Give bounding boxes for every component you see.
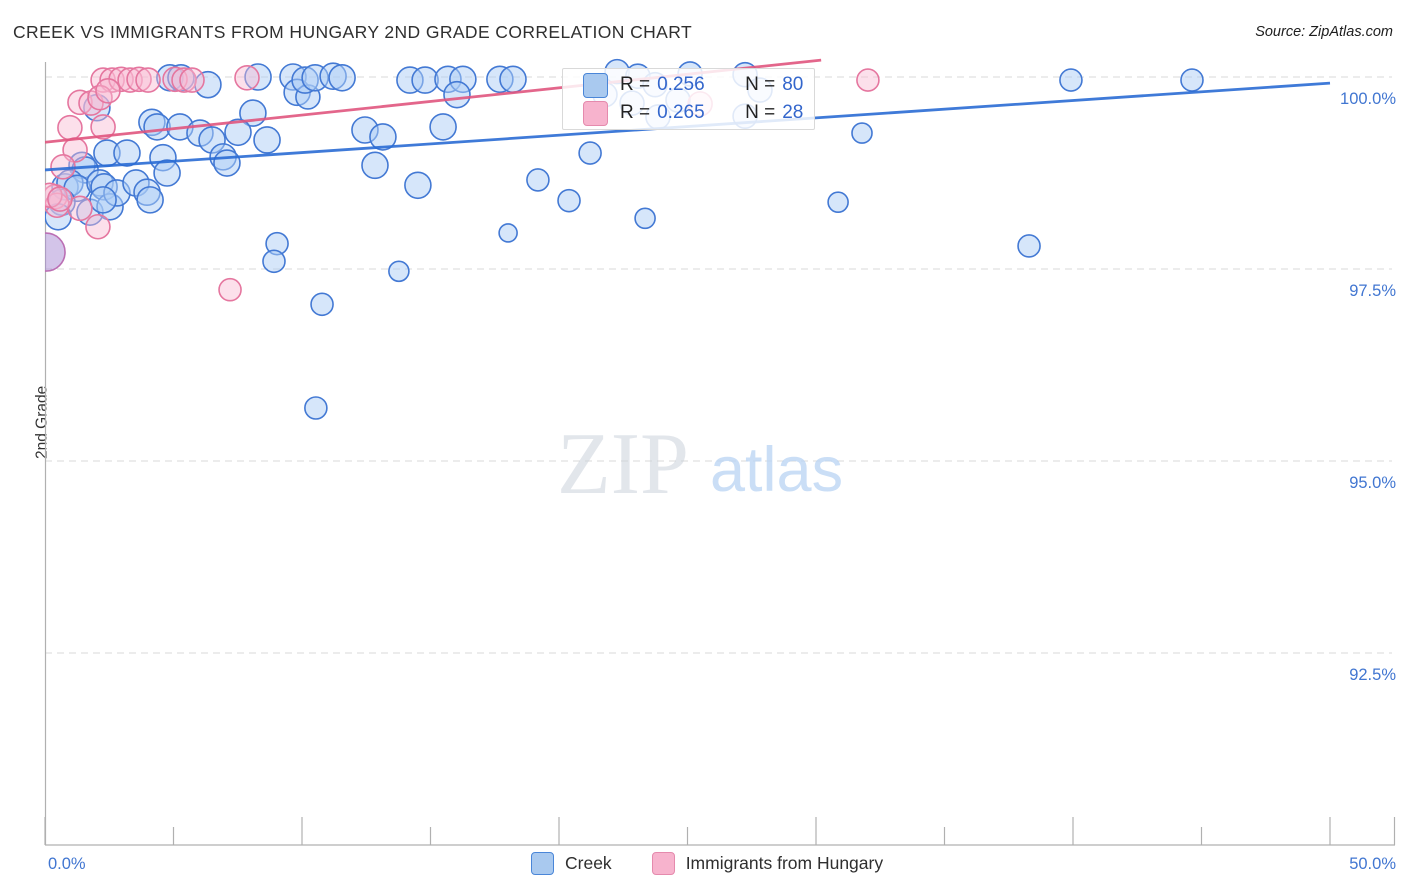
y-tick-label: 100.0% (1340, 90, 1396, 108)
watermark-zip: ZIP (557, 416, 689, 513)
series-legend: Creek Immigrants from Hungary (531, 852, 883, 875)
r-label: R = (620, 102, 651, 123)
data-point-creek[interactable] (153, 159, 181, 187)
data-point-creek[interactable] (328, 63, 356, 92)
data-point-creek[interactable] (224, 118, 252, 147)
data-point-creek[interactable] (244, 63, 272, 91)
data-point-creek[interactable] (1059, 68, 1083, 92)
x-tick-label: 0.0% (48, 855, 86, 873)
creek-swatch-icon (583, 72, 608, 98)
data-point-creek[interactable] (136, 186, 164, 214)
n-value-hungary: 28 (782, 102, 804, 123)
data-point-creek[interactable] (361, 151, 389, 180)
data-point-creek[interactable] (851, 122, 873, 144)
data-point-hungary[interactable] (135, 67, 161, 93)
watermark-atlas: atlas (710, 435, 843, 505)
y-tick-label: 95.0% (1349, 474, 1396, 492)
data-point-creek[interactable] (498, 223, 518, 243)
y-tick-label: 97.5% (1349, 282, 1396, 300)
data-point-creek[interactable] (310, 292, 334, 317)
creek-legend-label: Creek (565, 853, 612, 873)
data-point-hungary[interactable] (126, 66, 152, 93)
data-point-creek[interactable] (404, 171, 432, 200)
data-point-hungary[interactable] (47, 186, 73, 212)
page-title: CREEK VS IMMIGRANTS FROM HUNGARY 2ND GRA… (13, 22, 693, 42)
hungary-swatch-icon (651, 852, 675, 875)
data-point-hungary[interactable] (27, 232, 66, 272)
n-label: N = (745, 102, 776, 123)
data-point-creek[interactable] (388, 260, 410, 283)
correlation-legend: R = 0.256 N = 80 R = 0.265 N = 28 (562, 68, 815, 130)
creek-swatch-icon (531, 852, 554, 875)
n-label: N = (745, 74, 776, 95)
data-point-creek[interactable] (526, 168, 550, 192)
y-tick-label: 92.5% (1349, 666, 1396, 684)
r-value-creek: 0.256 (657, 74, 705, 95)
data-point-hungary[interactable] (85, 213, 111, 240)
data-point-hungary[interactable] (90, 114, 116, 140)
data-point-creek[interactable] (304, 396, 328, 420)
legend-row-creek: R = 0.256 N = 80 (583, 72, 814, 98)
data-point-hungary[interactable] (218, 277, 242, 302)
data-point-creek[interactable] (634, 207, 656, 230)
r-label: R = (620, 74, 651, 95)
data-point-creek[interactable] (113, 139, 141, 167)
data-point-hungary[interactable] (234, 64, 260, 91)
hungary-legend-label: Immigrants from Hungary (685, 853, 884, 873)
data-point-creek[interactable] (369, 123, 397, 151)
data-point-hungary[interactable] (57, 114, 83, 141)
data-point-hungary[interactable] (95, 78, 121, 104)
n-value-creek: 80 (782, 74, 804, 95)
x-tick-label: 50.0% (1349, 855, 1396, 873)
data-point-creek[interactable] (443, 80, 471, 109)
data-point-creek[interactable] (1180, 68, 1204, 92)
data-point-creek[interactable] (89, 186, 117, 214)
data-point-creek[interactable] (1017, 234, 1041, 258)
data-point-hungary[interactable] (117, 67, 143, 93)
hungary-swatch-icon (583, 100, 608, 126)
data-point-creek[interactable] (253, 126, 281, 154)
data-point-hungary[interactable] (87, 84, 113, 111)
legend-row-hungary: R = 0.265 N = 28 (583, 100, 814, 126)
data-point-hungary[interactable] (179, 67, 205, 93)
source-attribution: Source: ZipAtlas.com (1255, 24, 1393, 40)
data-point-hungary[interactable] (67, 89, 93, 116)
data-point-creek[interactable] (557, 188, 581, 213)
data-point-creek[interactable] (429, 113, 457, 141)
data-point-hungary[interactable] (856, 68, 880, 92)
data-point-creek[interactable] (213, 149, 241, 177)
data-point-hungary[interactable] (171, 67, 197, 93)
data-point-creek[interactable] (827, 191, 849, 213)
data-point-creek[interactable] (578, 141, 602, 165)
data-point-hungary[interactable] (38, 182, 63, 209)
data-point-creek[interactable] (499, 65, 527, 94)
r-value-hungary: 0.265 (657, 102, 705, 123)
data-point-creek[interactable] (262, 249, 286, 274)
